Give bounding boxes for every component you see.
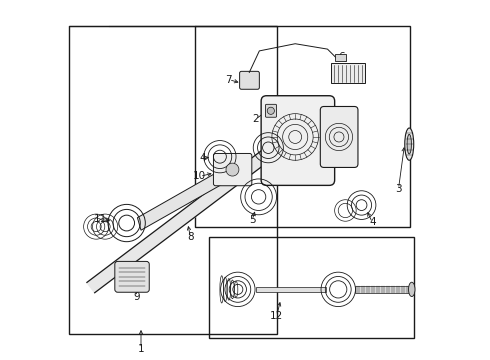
Text: 7: 7 [225,75,232,85]
Ellipse shape [407,134,412,154]
FancyBboxPatch shape [320,107,358,167]
FancyBboxPatch shape [214,153,252,186]
Bar [209,237,414,338]
FancyBboxPatch shape [261,96,335,185]
Bar [355,286,411,293]
Text: 1: 1 [138,343,145,354]
FancyBboxPatch shape [115,261,149,292]
FancyBboxPatch shape [240,71,259,89]
Text: 10: 10 [193,171,206,181]
Text: 12: 12 [270,311,283,321]
Text: 8: 8 [187,232,194,242]
Bar [195,26,410,226]
Text: 2: 2 [252,114,259,124]
Bar [256,287,326,292]
Bar [335,54,346,61]
Text: 3: 3 [395,184,402,194]
FancyBboxPatch shape [266,104,276,117]
Text: 4: 4 [369,217,376,227]
Text: 9: 9 [133,292,140,302]
Bar [331,63,365,83]
Ellipse shape [405,128,414,160]
Text: 4: 4 [199,153,206,163]
Polygon shape [87,150,270,293]
Text: 6: 6 [338,52,344,62]
Text: 11: 11 [94,215,107,224]
Text: 5: 5 [249,215,255,225]
Ellipse shape [409,282,415,297]
Circle shape [226,163,239,176]
Circle shape [267,107,274,114]
Polygon shape [137,158,248,230]
Bar [69,26,277,334]
